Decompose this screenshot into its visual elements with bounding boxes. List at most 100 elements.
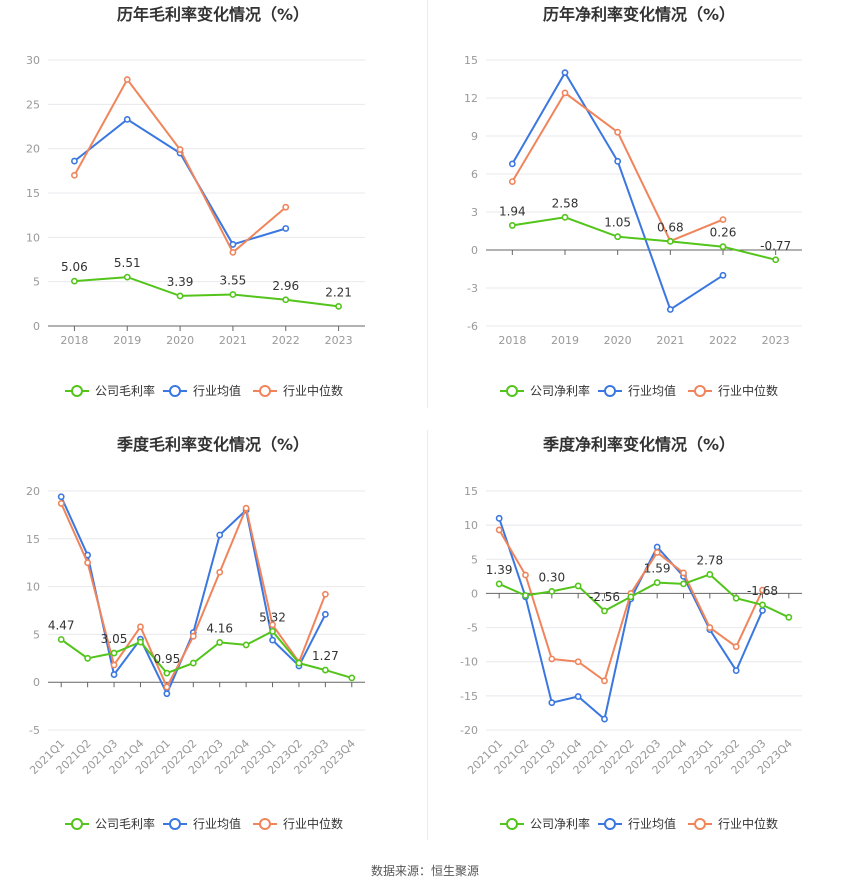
data-label: 4.16 <box>206 621 233 635</box>
series-line-0 <box>60 630 353 679</box>
chart-quarterly-net-svg: 季度净利率变化情况（%）-20-15-10-50510152021Q12021Q… <box>460 435 802 831</box>
data-label: 3.55 <box>220 274 247 288</box>
y-tick-label: 15 <box>464 485 478 498</box>
chart-annual-net: 历年净利率变化情况（%） -6 -3 0 3 6 9 12 15 2018 2019 2020 2021… <box>428 0 850 410</box>
legend-item: 行业中位数 <box>253 816 343 831</box>
data-label: 2.96 <box>272 279 299 293</box>
series-line-2 <box>60 502 327 690</box>
x-tick-label: 2018 <box>60 334 88 347</box>
y-tick-label: 9 <box>471 130 478 143</box>
legend-item: 公司净利率 <box>500 816 590 831</box>
data-point <box>189 659 197 667</box>
data-label: 1.94 <box>499 204 526 218</box>
legend-item: 行业均值 <box>598 816 676 831</box>
data-point <box>601 715 608 723</box>
data-point <box>176 146 184 153</box>
data-point <box>574 658 582 666</box>
legend-label: 行业中位数 <box>283 383 343 398</box>
data-point <box>548 699 556 707</box>
data-point <box>666 237 674 245</box>
data-point <box>123 273 131 281</box>
data-label: 0.95 <box>154 652 181 666</box>
data-point <box>282 296 290 304</box>
data-point <box>229 291 237 298</box>
x-tick-label: 2022 <box>709 334 737 347</box>
data-point <box>706 624 714 631</box>
x-tick-label: 2023 <box>762 334 790 347</box>
data-point <box>57 500 65 507</box>
data-point <box>601 607 608 615</box>
x-tick-label: 2020 <box>166 334 194 347</box>
legend-label: 行业中位数 <box>283 816 343 831</box>
panel-divider-bottom <box>427 430 428 840</box>
data-point <box>269 627 276 635</box>
data-point <box>282 203 290 211</box>
legend-label: 行业均值 <box>628 383 676 398</box>
legend-marker <box>604 385 616 397</box>
y-tick-label: 3 <box>471 206 478 219</box>
data-point <box>216 531 224 539</box>
data-point <box>706 571 714 578</box>
y-tick-label: -10 <box>460 656 478 669</box>
data-label: 2.21 <box>325 285 352 299</box>
legend-item: 公司净利率 <box>500 383 590 398</box>
series-line-1 <box>73 118 287 246</box>
y-tick-label: -20 <box>460 724 478 737</box>
chart-annual-gross: 历年毛利率变化情况（%） 0 5 10 15 20 25 30 2018 2019 2020 2021… <box>0 0 425 410</box>
data-point <box>508 160 516 168</box>
chart-quarterly-gross-svg: 季度毛利率变化情况（%）-5051015202021Q12021Q22021Q3… <box>26 435 365 831</box>
data-point <box>163 669 171 677</box>
data-point <box>508 222 516 229</box>
data-label: 4.47 <box>48 618 75 632</box>
y-tick-label: -5 <box>29 724 40 737</box>
legend-label: 公司净利率 <box>530 383 590 398</box>
legend-item: 行业中位数 <box>688 816 778 831</box>
y-tick-label: 0 <box>33 320 40 333</box>
data-point <box>548 587 556 595</box>
data-point <box>71 277 78 285</box>
data-point <box>561 213 569 221</box>
data-point <box>71 171 78 179</box>
data-point <box>574 693 582 700</box>
x-tick-label: 2022 <box>272 334 300 347</box>
y-tick-label: -5 <box>467 622 478 635</box>
data-point <box>561 69 569 77</box>
legend-marker <box>169 385 181 397</box>
data-point <box>84 559 92 567</box>
data-point <box>137 623 144 631</box>
legend-marker <box>694 385 706 397</box>
data-label: 1.59 <box>644 562 671 576</box>
y-tick-label: 12 <box>464 92 478 105</box>
y-tick-label: 25 <box>26 98 40 111</box>
data-label: 2.78 <box>696 553 723 567</box>
y-tick-label: 30 <box>26 54 40 67</box>
data-label: 5.06 <box>61 260 88 274</box>
chart-title: 季度毛利率变化情况（%） <box>116 435 309 454</box>
y-tick-label: -15 <box>460 690 478 703</box>
data-label: 1.27 <box>312 649 339 663</box>
data-source-name: 恒生聚源 <box>431 864 480 878</box>
y-tick-label: 20 <box>26 143 40 156</box>
data-point <box>508 178 516 185</box>
data-point <box>229 241 237 248</box>
data-point <box>321 610 329 618</box>
legend-label: 行业均值 <box>628 816 676 831</box>
legend-label: 行业均值 <box>193 816 241 831</box>
data-label: 1.39 <box>486 563 513 577</box>
data-label: 0.30 <box>538 570 565 584</box>
legend-item: 行业均值 <box>163 816 241 831</box>
legend-label: 公司毛利率 <box>95 816 155 831</box>
data-source: 数据来源：恒生聚源 <box>0 862 850 879</box>
data-point <box>348 674 356 682</box>
data-point <box>653 543 661 551</box>
data-point <box>495 580 503 588</box>
data-point <box>772 256 780 264</box>
data-point <box>110 671 118 678</box>
data-point <box>522 592 529 599</box>
y-tick-label: 5 <box>471 553 478 566</box>
legend-marker <box>169 818 181 830</box>
data-point <box>548 655 556 663</box>
y-tick-label: 20 <box>26 485 40 498</box>
data-point <box>680 569 687 577</box>
y-tick-label: 0 <box>471 244 478 257</box>
